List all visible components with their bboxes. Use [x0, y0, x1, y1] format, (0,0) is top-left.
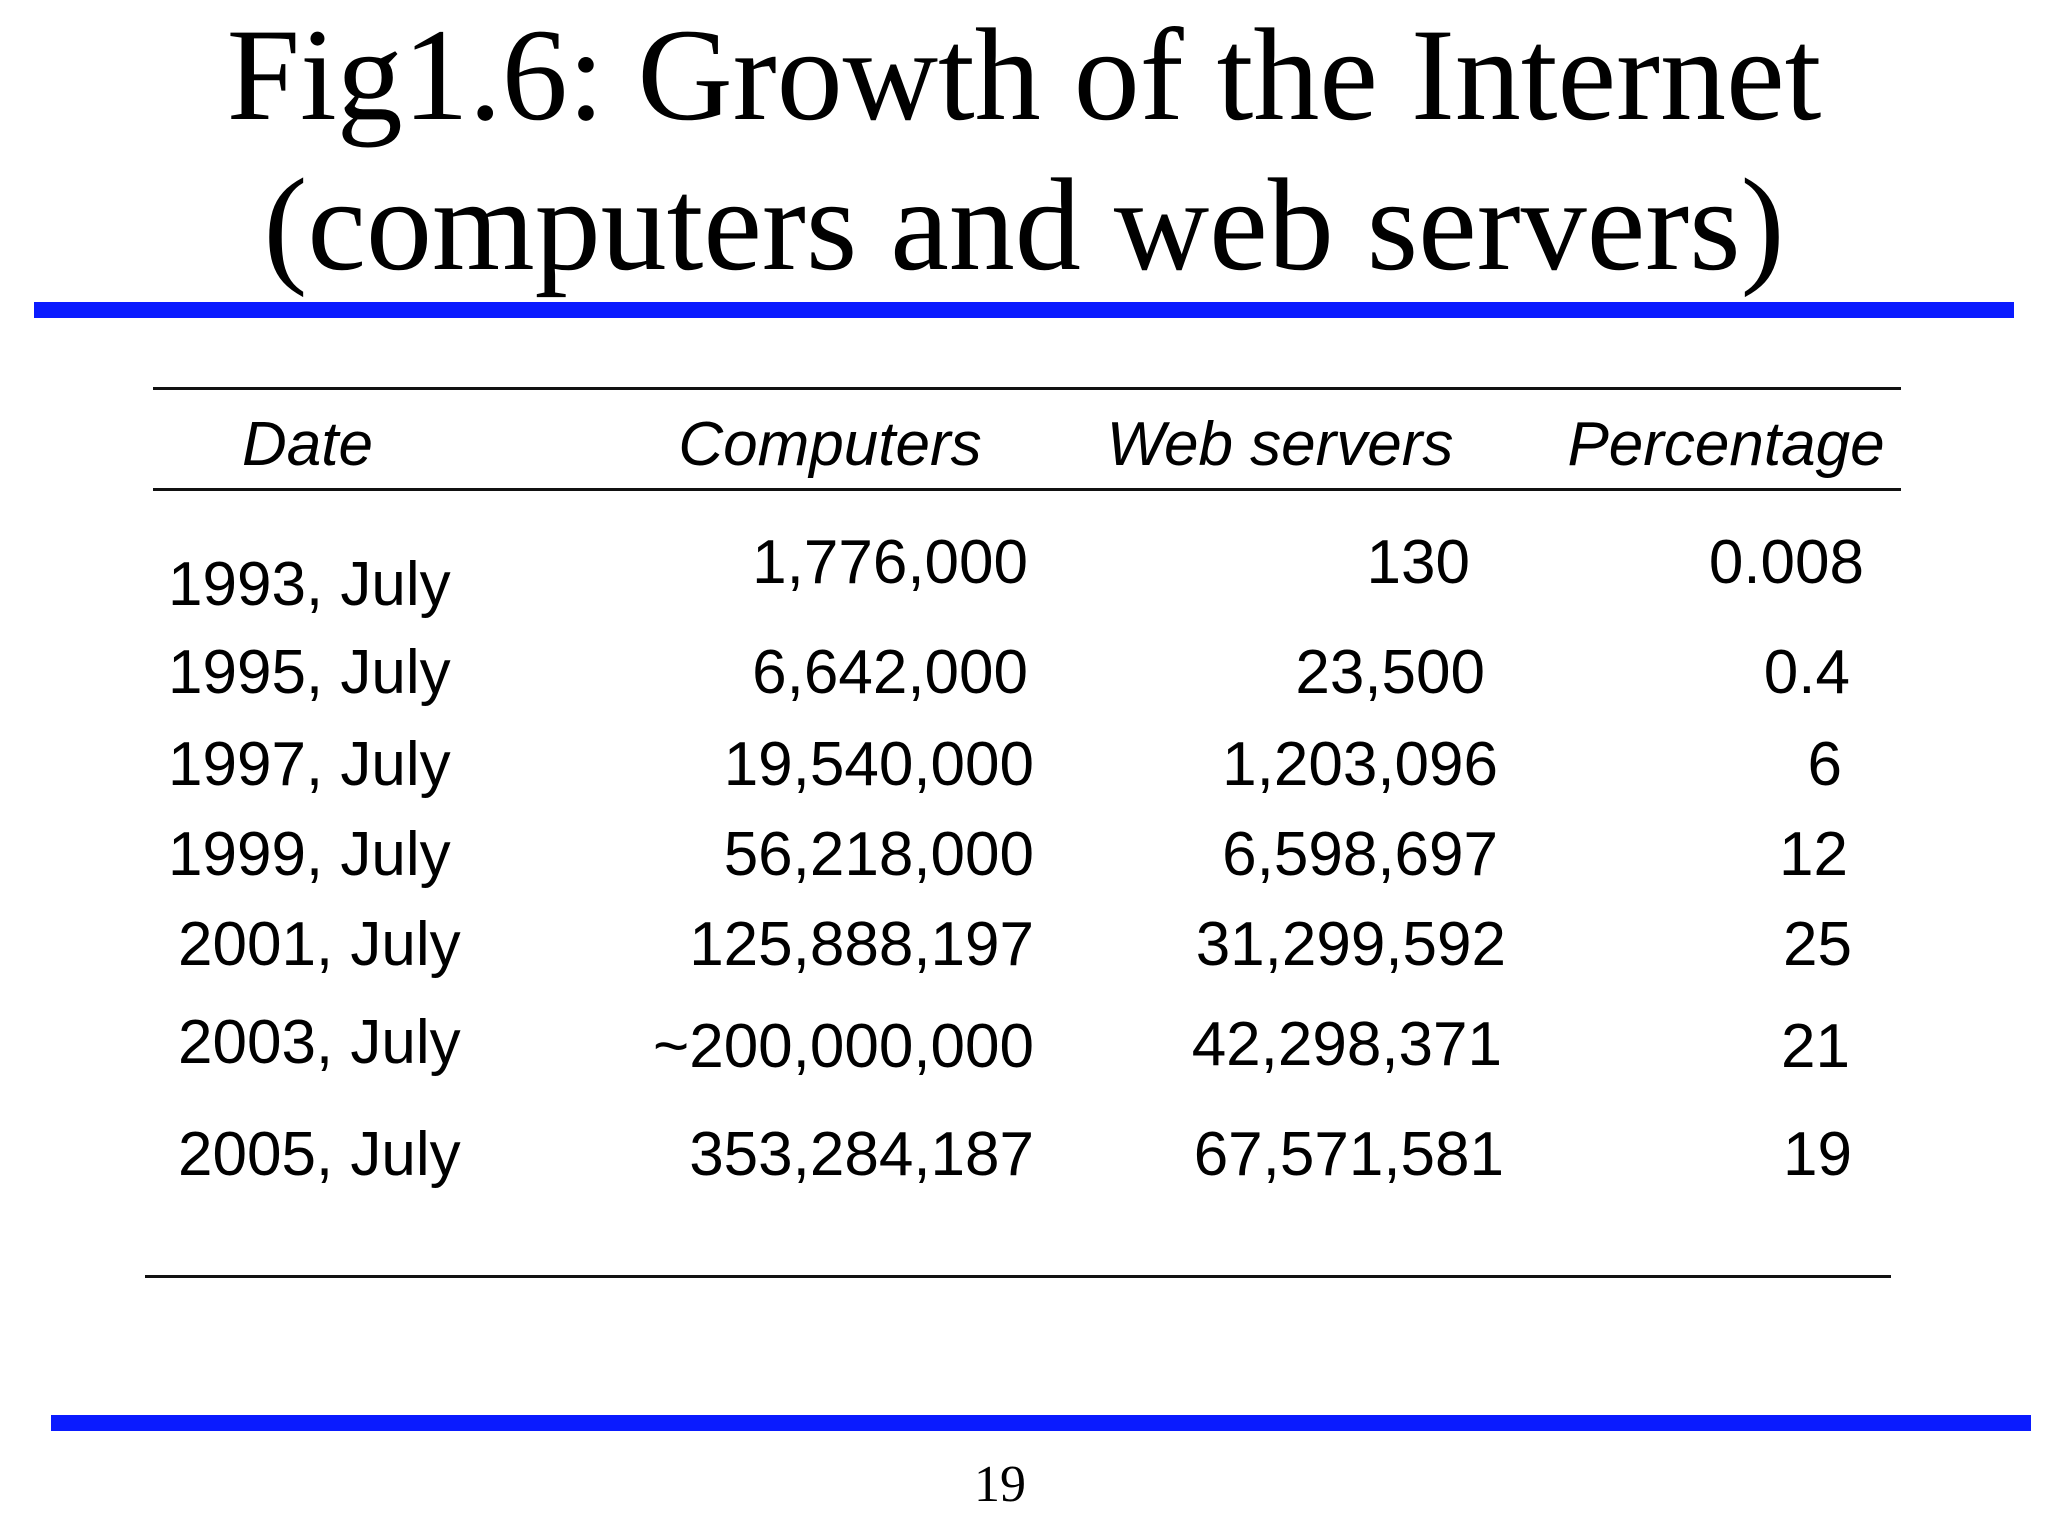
cell-percentage: 19 [1783, 1120, 1852, 1189]
cell-percentage: 25 [1783, 910, 1852, 979]
cell-web-servers: 23,500 [1295, 638, 1485, 707]
cell-percentage: 12 [1779, 820, 1848, 889]
slide-title-line-1: Fig1.6: Growth of the Internet [226, 1, 1822, 148]
cell-web-servers: 130 [1366, 528, 1470, 597]
header-computers: Computers [678, 410, 982, 479]
bottom-blue-divider [51, 1415, 2031, 1431]
cell-web-servers: 67,571,581 [1193, 1120, 1504, 1189]
top-blue-divider [34, 302, 2014, 318]
page-number: 19 [974, 1456, 1026, 1513]
cell-web-servers: 31,299,592 [1195, 910, 1506, 979]
cell-percentage: 21 [1781, 1012, 1850, 1081]
cell-date: 1997, July [168, 730, 451, 799]
cell-computers: ~200,000,000 [653, 1012, 1034, 1081]
cell-web-servers: 6,598,697 [1222, 820, 1498, 889]
slide-title: Fig1.6: Growth of the Internet (computer… [0, 0, 2048, 300]
table-bottom-rule [145, 1275, 1891, 1278]
header-web-servers: Web servers [1106, 410, 1454, 479]
cell-date: 2003, July [178, 1008, 461, 1077]
header-date: Date [242, 410, 373, 479]
table-top-rule [153, 387, 1901, 390]
cell-date: 1995, July [168, 638, 451, 707]
table-header-rule [153, 488, 1901, 491]
cell-computers: 6,642,000 [752, 638, 1028, 707]
cell-date: 1999, July [168, 820, 451, 889]
cell-percentage: 6 [1807, 730, 1842, 799]
cell-percentage: 0.4 [1763, 638, 1850, 707]
cell-date: 2001, July [178, 910, 461, 979]
cell-date: 1993, July [168, 550, 451, 619]
cell-date: 2005, July [178, 1120, 461, 1189]
cell-computers: 19,540,000 [723, 730, 1034, 799]
cell-web-servers: 1,203,096 [1222, 730, 1498, 799]
cell-computers: 125,888,197 [689, 910, 1034, 979]
cell-computers: 353,284,187 [689, 1120, 1034, 1189]
cell-percentage: 0.008 [1708, 528, 1864, 597]
cell-web-servers: 42,298,371 [1191, 1010, 1502, 1079]
cell-computers: 56,218,000 [723, 820, 1034, 889]
cell-computers: 1,776,000 [752, 528, 1028, 597]
slide-title-line-2: (computers and web servers) [263, 151, 1785, 298]
header-percentage: Percentage [1567, 410, 1885, 479]
